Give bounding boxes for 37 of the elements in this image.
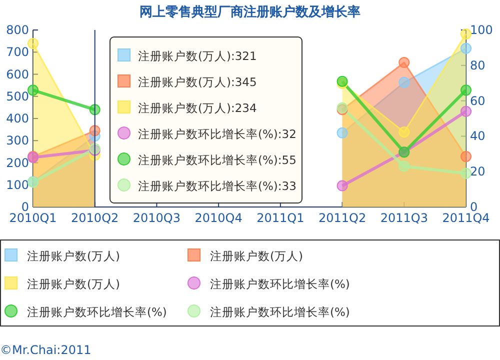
y-tick-label: 700 bbox=[6, 45, 29, 60]
y-tick-label: 300 bbox=[6, 134, 29, 148]
legend-label: 注册账户数(万人) bbox=[27, 277, 120, 291]
y2-tick-label: 20 bbox=[470, 164, 486, 179]
x-tick-label: 2010Q1 bbox=[9, 211, 57, 225]
annotation: 注册账户数(万人):321 bbox=[138, 49, 257, 63]
y-tick-label: 0 bbox=[21, 200, 29, 214]
x-tick-label: 2011Q4 bbox=[442, 211, 490, 225]
y2-tick-label: 40 bbox=[470, 129, 486, 144]
y-tick-label: 100 bbox=[6, 178, 29, 192]
y2-tick-label: 80 bbox=[470, 58, 486, 72]
y2-tick-label: 100 bbox=[470, 23, 493, 37]
chart-title: 网上零售典型厂商注册账户数及增长率 bbox=[140, 4, 360, 20]
x-tick-label: 2010Q4 bbox=[194, 211, 242, 225]
annotation: 注册账户数环比增长率(%):32 bbox=[138, 127, 296, 141]
legend-label: 注册账户数环比增长率(%) bbox=[27, 305, 167, 319]
x-tick-label: 2011Q3 bbox=[380, 211, 428, 225]
x-tick-label: 2010Q2 bbox=[71, 211, 119, 225]
x-tick-label: 2011Q1 bbox=[256, 211, 304, 225]
legend-label: 注册账户数环比增长率(%) bbox=[210, 305, 350, 319]
annotation: 注册账户数环比增长率(%):33 bbox=[138, 179, 296, 193]
y-tick-label: 600 bbox=[6, 67, 29, 82]
legend-label: 注册账户数(万人) bbox=[27, 249, 120, 263]
y2-tick-label: 60 bbox=[470, 94, 486, 108]
annotation: 注册账户数(万人):345 bbox=[138, 75, 257, 89]
y2-tick-label: 0 bbox=[470, 200, 478, 214]
text: ©Mr.Chai:2011 bbox=[0, 343, 92, 357]
annotation: 注册账户数环比增长率(%):55 bbox=[138, 153, 296, 167]
legend-label: 注册账户数环比增长率(%) bbox=[210, 277, 350, 291]
y-tick-label: 800 bbox=[6, 23, 29, 37]
y-tick-label: 200 bbox=[6, 156, 29, 170]
annotation: 注册账户数(万人):234 bbox=[138, 101, 257, 115]
y-tick-label: 500 bbox=[6, 89, 29, 104]
y-tick-label: 400 bbox=[6, 112, 29, 126]
x-tick-label: 2010Q3 bbox=[132, 211, 181, 225]
x-tick-label: 2011Q2 bbox=[318, 211, 366, 225]
legend-label: 注册账户数(万人) bbox=[210, 249, 303, 263]
